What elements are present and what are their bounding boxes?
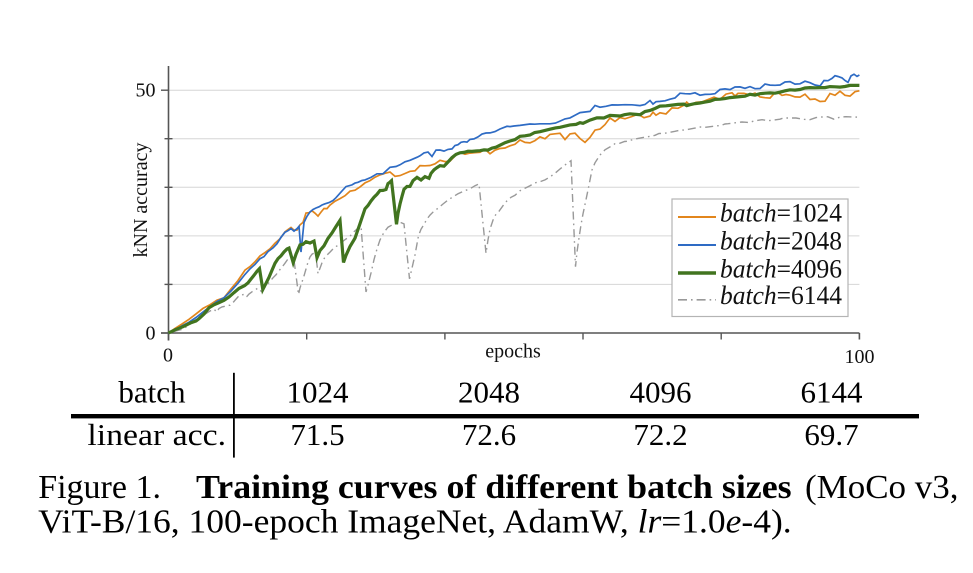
svg-text:71.5: 71.5 — [290, 417, 344, 452]
svg-text:0: 0 — [146, 323, 156, 345]
svg-text:Figure 1.: Figure 1. — [38, 469, 161, 506]
svg-text:69.7: 69.7 — [804, 417, 858, 452]
svg-text:ViT-B/16, 100-epoch ImageNet,: ViT-B/16, 100-epoch ImageNet, AdamW, lr=… — [38, 503, 792, 540]
svg-text:batch=2048: batch=2048 — [720, 226, 842, 255]
svg-text:1024: 1024 — [287, 375, 350, 410]
svg-text:50: 50 — [136, 80, 156, 102]
svg-text:6144: 6144 — [801, 375, 864, 410]
svg-text:(MoCo v3,: (MoCo v3, — [805, 469, 959, 506]
svg-text:72.6: 72.6 — [462, 417, 516, 452]
svg-text:0: 0 — [163, 345, 173, 367]
svg-text:4096: 4096 — [630, 375, 692, 410]
svg-text:linear acc.: linear acc. — [87, 417, 226, 452]
svg-text:Training curves of different b: Training curves of different batch sizes — [196, 469, 792, 506]
svg-text:batch=1024: batch=1024 — [720, 198, 842, 227]
svg-text:batch=4096: batch=4096 — [720, 254, 842, 283]
svg-text:2048: 2048 — [458, 375, 520, 410]
svg-text:batch: batch — [118, 375, 186, 410]
svg-text:epochs: epochs — [485, 341, 541, 363]
svg-text:100: 100 — [845, 346, 875, 368]
svg-text:kNN accuracy: kNN accuracy — [130, 143, 152, 258]
svg-text:72.2: 72.2 — [633, 417, 687, 452]
svg-text:batch=6144: batch=6144 — [720, 281, 842, 310]
